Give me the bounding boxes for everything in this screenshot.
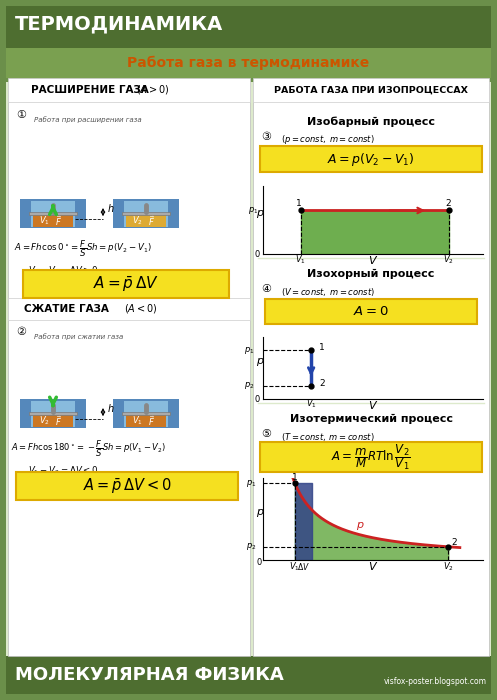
FancyBboxPatch shape (124, 202, 167, 227)
Text: $\vec{F}$: $\vec{F}$ (55, 214, 62, 228)
FancyBboxPatch shape (260, 442, 482, 472)
Text: $( V = const,\; m = const )$: $( V = const,\; m = const )$ (281, 286, 375, 298)
X-axis label: $V$: $V$ (368, 254, 378, 266)
Text: $( p = const,\; m = const )$: $( p = const,\; m = const )$ (281, 134, 375, 146)
FancyBboxPatch shape (122, 412, 169, 415)
FancyBboxPatch shape (6, 48, 491, 78)
X-axis label: $V$: $V$ (368, 399, 378, 411)
FancyBboxPatch shape (126, 216, 166, 227)
Text: ①: ① (16, 110, 26, 120)
Y-axis label: $p$: $p$ (256, 356, 264, 368)
Text: $A = 0$: $A = 0$ (353, 305, 389, 318)
Y-axis label: $p$: $p$ (256, 208, 264, 220)
Text: $p_2$: $p_2$ (246, 541, 256, 552)
Text: $V_1$: $V_1$ (289, 561, 300, 573)
Text: $\vec{F}$: $\vec{F}$ (55, 414, 62, 428)
Text: 2: 2 (451, 538, 457, 547)
Text: $\vec{F}$: $\vec{F}$ (148, 414, 155, 428)
Text: $V_1$: $V_1$ (306, 398, 317, 410)
Text: $p$: $p$ (356, 520, 364, 532)
Text: ③: ③ (261, 132, 271, 142)
Text: $V_1 - V_2 = \Delta V < 0$: $V_1 - V_2 = \Delta V < 0$ (28, 465, 98, 477)
Text: РАСШИРЕНИЕ ГАЗА: РАСШИРЕНИЕ ГАЗА (31, 85, 149, 95)
Text: $\Delta V$: $\Delta V$ (297, 561, 310, 572)
Text: $h$: $h$ (107, 402, 114, 414)
Text: $(A > 0)$: $(A > 0)$ (136, 83, 169, 97)
FancyBboxPatch shape (124, 401, 167, 427)
Text: Изохорный процесс: Изохорный процесс (307, 269, 435, 279)
FancyBboxPatch shape (31, 202, 75, 227)
FancyBboxPatch shape (265, 299, 477, 324)
Text: РАБОТА ГАЗА ПРИ ИЗОПРОЦЕССАХ: РАБОТА ГАЗА ПРИ ИЗОПРОЦЕССАХ (274, 85, 468, 94)
Text: СЖАТИЕ ГАЗА: СЖАТИЕ ГАЗА (24, 304, 109, 314)
FancyBboxPatch shape (113, 199, 179, 228)
FancyBboxPatch shape (8, 82, 250, 656)
Text: Изотермический процесс: Изотермический процесс (289, 414, 452, 424)
Text: ④: ④ (261, 284, 271, 294)
Text: 0: 0 (256, 558, 261, 566)
Text: $p_1$: $p_1$ (248, 205, 258, 216)
Text: $p_1$: $p_1$ (244, 345, 254, 356)
FancyBboxPatch shape (8, 78, 250, 102)
Text: $A = p(V_2 - V_1)$: $A = p(V_2 - V_1)$ (327, 150, 414, 167)
Text: Работа при сжатии газа: Работа при сжатии газа (34, 333, 123, 340)
FancyBboxPatch shape (16, 472, 238, 500)
Text: 1: 1 (296, 199, 302, 209)
Text: $V_2$: $V_2$ (443, 253, 454, 266)
Text: ⑤: ⑤ (261, 429, 271, 439)
Text: $p_2$: $p_2$ (244, 380, 254, 391)
FancyBboxPatch shape (122, 211, 169, 216)
Text: 0: 0 (255, 251, 260, 259)
FancyBboxPatch shape (6, 6, 491, 50)
Text: Работа газа в термодинамике: Работа газа в термодинамике (127, 56, 370, 70)
Text: 2: 2 (445, 199, 451, 209)
FancyBboxPatch shape (6, 82, 491, 656)
FancyBboxPatch shape (8, 298, 250, 320)
FancyBboxPatch shape (31, 401, 75, 427)
FancyBboxPatch shape (113, 400, 179, 428)
Text: $V_1$: $V_1$ (295, 253, 306, 266)
Text: $V_2$: $V_2$ (132, 215, 143, 228)
Text: $(A < 0)$: $(A < 0)$ (124, 302, 158, 316)
Text: $A = Fh\cos 180^\circ = -\dfrac{F}{S}Sh = p(V_1 - V_2)$: $A = Fh\cos 180^\circ = -\dfrac{F}{S}Sh … (11, 438, 166, 458)
FancyBboxPatch shape (29, 211, 77, 216)
Text: Изобарный процесс: Изобарный процесс (307, 117, 435, 127)
FancyBboxPatch shape (20, 400, 86, 428)
Text: Работа при расширении газа: Работа при расширении газа (34, 116, 142, 123)
Text: $V_1$: $V_1$ (132, 415, 143, 428)
Text: $h$: $h$ (107, 202, 114, 214)
FancyBboxPatch shape (260, 146, 482, 172)
FancyBboxPatch shape (253, 78, 489, 102)
FancyBboxPatch shape (20, 199, 86, 228)
FancyBboxPatch shape (253, 82, 489, 656)
Text: 2: 2 (320, 379, 325, 388)
Text: $( T = const,\; m = const )$: $( T = const,\; m = const )$ (281, 431, 375, 443)
Text: $p_1$: $p_1$ (246, 477, 256, 489)
Text: 1: 1 (320, 343, 325, 352)
Text: visfox-poster.blogspot.com: visfox-poster.blogspot.com (384, 678, 487, 687)
Text: ②: ② (16, 327, 26, 337)
Text: ТЕРМОДИНАМИКА: ТЕРМОДИНАМИКА (15, 14, 223, 33)
FancyBboxPatch shape (29, 412, 77, 415)
Text: $V_2$: $V_2$ (443, 561, 454, 573)
Text: МОЛЕКУЛЯРНАЯ ФИЗИКА: МОЛЕКУЛЯРНАЯ ФИЗИКА (15, 666, 284, 684)
FancyBboxPatch shape (33, 216, 73, 227)
Text: $A = Fh\cos 0^\circ = \dfrac{F}{S}Sh = p(V_2 - V_1)$: $A = Fh\cos 0^\circ = \dfrac{F}{S}Sh = p… (14, 238, 152, 259)
Text: $A = \bar{p}\, \Delta V$: $A = \bar{p}\, \Delta V$ (93, 274, 159, 293)
Text: $A = \dfrac{m}{M} RT \ln\dfrac{V_2}{V_1}$: $A = \dfrac{m}{M} RT \ln\dfrac{V_2}{V_1}… (331, 442, 411, 472)
Text: $V_2$: $V_2$ (39, 415, 50, 428)
FancyBboxPatch shape (23, 270, 229, 298)
FancyBboxPatch shape (33, 415, 73, 427)
Text: $V_1$: $V_1$ (39, 215, 50, 228)
Text: $A = \bar{p}\, \Delta V < 0$: $A = \bar{p}\, \Delta V < 0$ (83, 477, 171, 496)
Y-axis label: $p$: $p$ (256, 507, 264, 519)
FancyBboxPatch shape (126, 415, 166, 427)
Text: 0: 0 (255, 395, 260, 405)
FancyBboxPatch shape (6, 656, 491, 694)
Text: $\vec{F}$: $\vec{F}$ (148, 214, 155, 228)
X-axis label: $V$: $V$ (368, 560, 378, 572)
Text: 1: 1 (292, 473, 298, 482)
Text: $V_2 - V_1 = \Delta V > 0$: $V_2 - V_1 = \Delta V > 0$ (28, 265, 98, 277)
